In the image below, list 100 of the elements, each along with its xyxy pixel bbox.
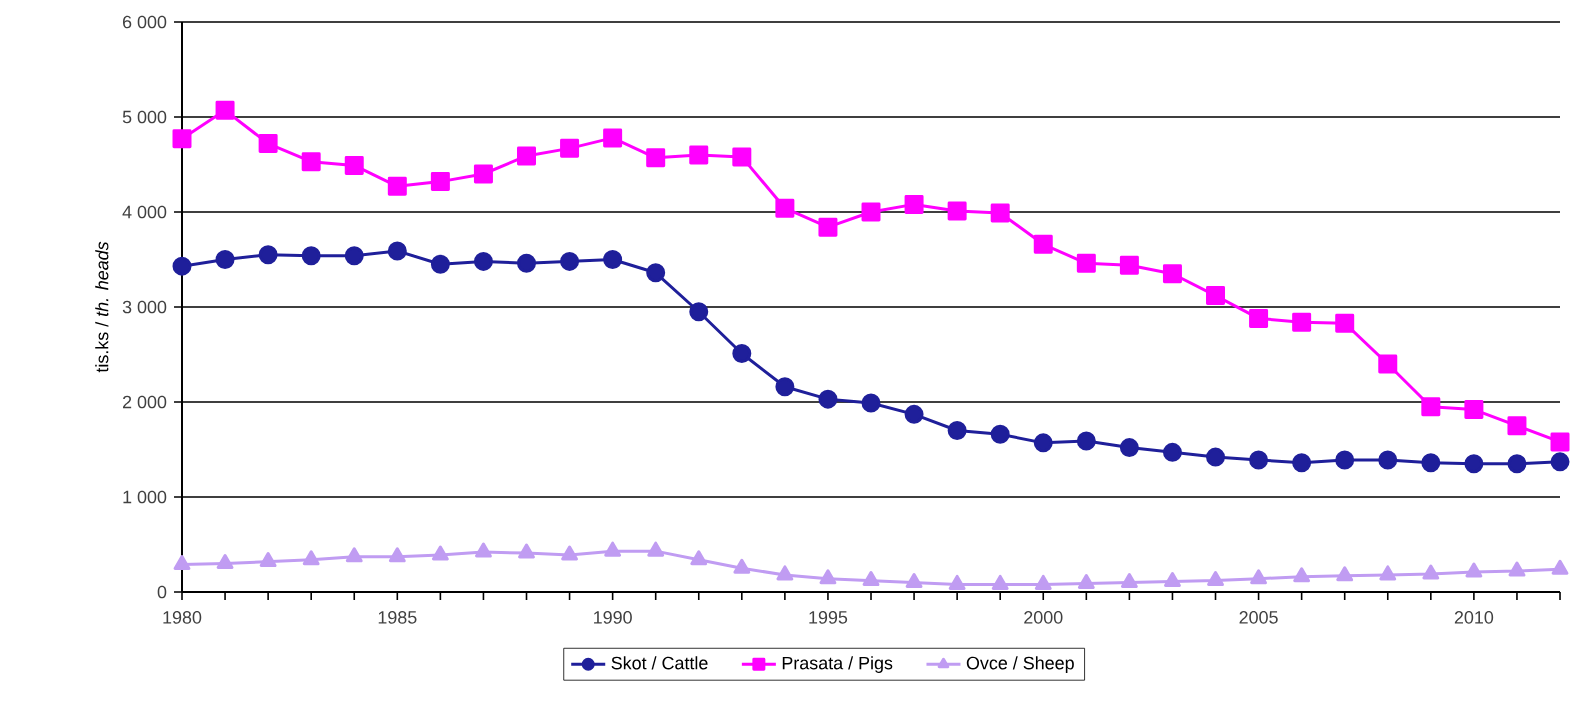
point [947,201,967,221]
point [1292,453,1312,473]
point [1422,564,1440,580]
point [947,421,967,440]
point [216,554,234,569]
x-tick-label: 1990 [594,611,632,624]
point [603,128,623,148]
point [1335,450,1355,470]
point [1033,433,1053,453]
point [302,550,320,566]
point [388,547,406,563]
point [1119,255,1139,275]
y-tick-label: 4 000 [122,205,167,219]
point [387,241,407,261]
y-tick-label: 6 000 [123,15,167,29]
point [1164,572,1181,588]
point [517,146,537,166]
point [690,550,708,566]
point [1465,562,1483,578]
point [1076,431,1096,451]
x-tick-label: 1980 [163,611,202,624]
point [1293,567,1311,583]
point [818,217,838,237]
point [387,176,407,196]
point [560,251,580,271]
point [1207,571,1224,587]
point [430,172,450,192]
point [1292,312,1312,332]
y-tick-label: 2 000 [123,395,167,409]
point [732,344,752,364]
point [475,542,492,558]
x-tick-label: 2005 [1239,611,1278,624]
point [646,148,666,168]
point [948,574,966,590]
x-tick-label: 1985 [378,611,417,624]
point [1119,438,1139,458]
point [1464,454,1484,474]
point [1507,416,1527,436]
point [301,152,321,172]
legend-label: Prasata / Pigs [782,656,893,673]
y-axis-title: tis.ks / th. heads [95,241,109,373]
point [344,155,364,175]
x-tick-label: 1995 [809,611,848,624]
point [1206,286,1226,306]
legend-label: Skot / Cattle [611,656,708,670]
point [1379,565,1397,581]
point [689,302,709,322]
point [258,134,278,154]
point [1550,432,1570,452]
point [861,393,881,413]
point [1077,573,1095,589]
point [818,389,838,409]
point [173,554,191,570]
point [1206,447,1226,467]
x-tick-label: 2000 [1024,611,1063,624]
y-tick-label: 0 [157,585,167,599]
point [905,573,923,588]
point [172,129,192,149]
point [904,194,924,214]
point [733,558,751,574]
point [473,164,493,184]
point [259,552,277,568]
point [1550,452,1570,472]
point [1335,313,1355,333]
point [1336,566,1354,582]
point [1508,561,1526,577]
y-tick-label: 5 000 [122,110,167,124]
point [301,246,321,266]
point [1034,574,1052,590]
point [1250,569,1268,585]
point [775,198,795,218]
point [646,263,666,283]
point [1249,308,1269,328]
point [430,254,450,274]
point [1378,354,1398,374]
point [1033,234,1053,254]
point [603,250,623,269]
y-tick-label: 3 000 [122,300,167,314]
point [1421,453,1441,473]
point [1120,573,1138,588]
point [473,251,493,271]
point [344,246,364,266]
point [431,545,449,561]
point [1551,559,1569,575]
point [560,138,580,158]
point [172,256,192,276]
point [215,250,235,269]
point [647,541,665,557]
point [990,203,1010,223]
point [518,543,535,559]
point [517,253,537,273]
legend-label: Ovce / Sheep [966,656,1074,673]
point [258,245,278,265]
point [1507,454,1527,474]
point [861,202,881,222]
point [1076,253,1096,273]
point [990,424,1010,444]
point [345,547,363,563]
point [732,147,752,167]
point [819,569,837,585]
